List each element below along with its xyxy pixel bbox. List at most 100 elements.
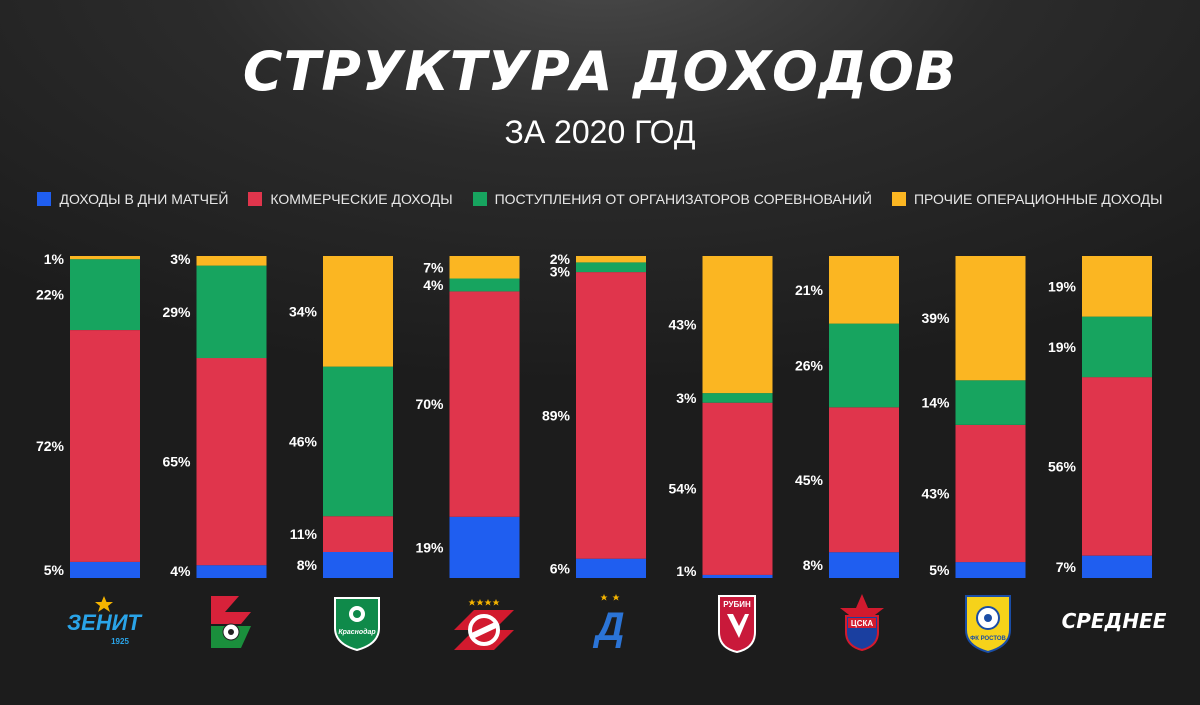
zenit-logo-year: 1925 — [111, 637, 129, 646]
bar-segment-zenit-matchday — [70, 561, 140, 578]
bar-segment-lokomotiv-competition — [196, 265, 267, 359]
rostov-logo-icon: ФК РОСТОВ — [965, 595, 1011, 654]
bar-segment-zenit-commercial — [70, 330, 140, 562]
legend-swatch-competition — [472, 192, 487, 206]
data-label-krasnodar-matchday: 8% — [297, 557, 318, 573]
data-label-cska-matchday: 8% — [803, 557, 824, 573]
bar-segment-zenit-competition — [70, 259, 140, 330]
bar-segment-zenit-other — [70, 256, 140, 260]
data-label-lokomotiv-competition: 29% — [162, 304, 191, 320]
legend-label-competition: ПОСТУПЛЕНИЯ ОТ ОРГАНИЗАТОРОВ СОРЕВНОВАНИ… — [494, 191, 872, 207]
legend-label-commercial: КОММЕРЧЕСКИЕ ДОХОДЫ — [270, 191, 453, 207]
legend-swatch-matchday — [37, 192, 52, 206]
data-label-rostov-matchday: 5% — [929, 562, 950, 578]
bar-segment-СРЕДНЕЕ-competition — [1082, 316, 1152, 378]
club-logos: ЗЕНИТ 1925 Краснодар — [67, 594, 1167, 654]
zenit-logo-icon: ЗЕНИТ 1925 — [67, 596, 143, 646]
data-label-dinamo-other: 2% — [550, 251, 571, 267]
average-category-label: СРЕДНЕЕ — [1062, 609, 1167, 633]
bar-segment-rostov-competition — [955, 380, 1026, 425]
zenit-logo-text: ЗЕНИТ — [67, 610, 143, 635]
bar-segment-rostov-other — [955, 256, 1026, 381]
bar-segment-spartak-matchday — [449, 516, 520, 578]
bar-segment-krasnodar-matchday — [323, 552, 393, 578]
data-label-cska-commercial: 45% — [795, 472, 824, 488]
data-label-dinamo-matchday: 6% — [550, 560, 571, 576]
data-label-krasnodar-competition: 46% — [289, 433, 318, 449]
cska-logo-icon: ЦСКА — [840, 594, 884, 652]
bar-segment-rubin-commercial — [702, 402, 773, 575]
bar-segment-rostov-matchday — [955, 562, 1026, 578]
data-label-СРЕДНЕЕ-commercial: 56% — [1048, 458, 1077, 474]
data-label-lokomotiv-commercial: 65% — [162, 454, 191, 470]
data-label-rostov-other: 39% — [921, 310, 950, 326]
data-label-СРЕДНЕЕ-competition: 19% — [1048, 339, 1077, 355]
bar-segment-СРЕДНЕЕ-other — [1082, 256, 1152, 317]
bar-segment-dinamo-other — [576, 256, 646, 263]
bar-segment-spartak-commercial — [449, 291, 520, 517]
bar-segment-rubin-competition — [702, 393, 773, 403]
data-label-lokomotiv-other: 3% — [170, 251, 191, 267]
data-label-spartak-competition: 4% — [423, 277, 444, 293]
data-label-rostov-competition: 14% — [921, 395, 950, 411]
dinamo-logo-icon: Д — [593, 594, 625, 649]
legend-label-matchday: ДОХОДЫ В ДНИ МАТЧЕЙ — [59, 191, 229, 207]
bar-segment-spartak-competition — [449, 278, 520, 292]
data-label-spartak-matchday: 19% — [415, 539, 444, 555]
bar-segment-dinamo-competition — [576, 262, 646, 273]
legend-item-competition: ПОСТУПЛЕНИЯ ОТ ОРГАНИЗАТОРОВ СОРЕВНОВАНИ… — [472, 191, 872, 207]
data-label-spartak-commercial: 70% — [415, 396, 444, 412]
legend-item-matchday: ДОХОДЫ В ДНИ МАТЧЕЙ — [37, 191, 228, 207]
data-label-rubin-competition: 3% — [676, 390, 697, 406]
legend: ДОХОДЫ В ДНИ МАТЧЕЙ КОММЕРЧЕСКИЕ ДОХОДЫ … — [0, 188, 1200, 210]
data-label-zenit-matchday: 5% — [44, 562, 65, 578]
legend-swatch-other — [891, 192, 906, 206]
krasnodar-logo-text: Краснодар — [338, 628, 376, 636]
legend-item-other: ПРОЧИЕ ОПЕРАЦИОННЫЕ ДОХОДЫ — [891, 191, 1163, 207]
bar-segment-rubin-other — [702, 256, 773, 394]
data-label-lokomotiv-matchday: 4% — [170, 563, 191, 579]
data-label-zenit-other: 1% — [44, 251, 65, 267]
rubin-logo-icon: РУБИН — [718, 595, 756, 654]
bar-segment-cska-competition — [829, 323, 899, 408]
data-label-krasnodar-other: 34% — [289, 303, 318, 319]
data-label-zenit-commercial: 72% — [36, 438, 65, 454]
data-label-rubin-commercial: 54% — [668, 481, 697, 497]
bar-segment-cska-other — [829, 256, 899, 324]
legend-label-other: ПРОЧИЕ ОПЕРАЦИОННЫЕ ДОХОДЫ — [913, 191, 1163, 207]
bar-segment-rostov-commercial — [955, 425, 1026, 563]
chart-subtitle: ЗА 2020 ГОД — [504, 114, 696, 150]
data-label-cska-other: 21% — [795, 282, 824, 298]
data-label-rostov-commercial: 43% — [921, 486, 950, 502]
data-label-zenit-competition: 22% — [36, 287, 65, 303]
bar-segment-СРЕДНЕЕ-matchday — [1082, 555, 1152, 578]
bar-segment-dinamo-matchday — [576, 558, 646, 578]
krasnodar-logo-icon: Краснодар — [334, 597, 380, 652]
rostov-logo-text: ФК РОСТОВ — [970, 636, 1006, 642]
bar-segment-spartak-other — [449, 256, 520, 279]
bar-segment-lokomotiv-commercial — [196, 358, 267, 566]
data-label-spartak-other: 7% — [423, 259, 444, 275]
dinamo-logo-letter: Д — [593, 605, 625, 649]
data-label-rubin-matchday: 1% — [676, 563, 697, 579]
spartak-logo-icon — [454, 599, 514, 650]
bar-segment-СРЕДНЕЕ-commercial — [1082, 377, 1152, 556]
data-label-cska-competition: 26% — [795, 358, 824, 374]
lokomotiv-logo-icon — [211, 596, 251, 648]
data-label-СРЕДНЕЕ-matchday: 7% — [1056, 559, 1077, 575]
bar-segment-krasnodar-other — [323, 256, 393, 367]
legend-swatch-commercial — [248, 192, 263, 206]
data-label-dinamo-competition: 3% — [550, 263, 571, 279]
bar-segment-cska-commercial — [829, 407, 899, 553]
bars-layer — [70, 256, 1152, 578]
bar-segment-rubin-matchday — [702, 574, 773, 578]
data-label-rubin-other: 43% — [668, 317, 697, 333]
data-label-dinamo-commercial: 89% — [542, 407, 571, 423]
chart-title: СТРУКТУРА ДОХОДОВ — [242, 40, 958, 103]
rubin-logo-text: РУБИН — [723, 600, 751, 609]
bar-segment-lokomotiv-other — [196, 256, 267, 266]
bar-segment-krasnodar-commercial — [323, 516, 393, 552]
cska-logo-text: ЦСКА — [851, 619, 874, 628]
bar-segment-lokomotiv-matchday — [196, 565, 267, 578]
